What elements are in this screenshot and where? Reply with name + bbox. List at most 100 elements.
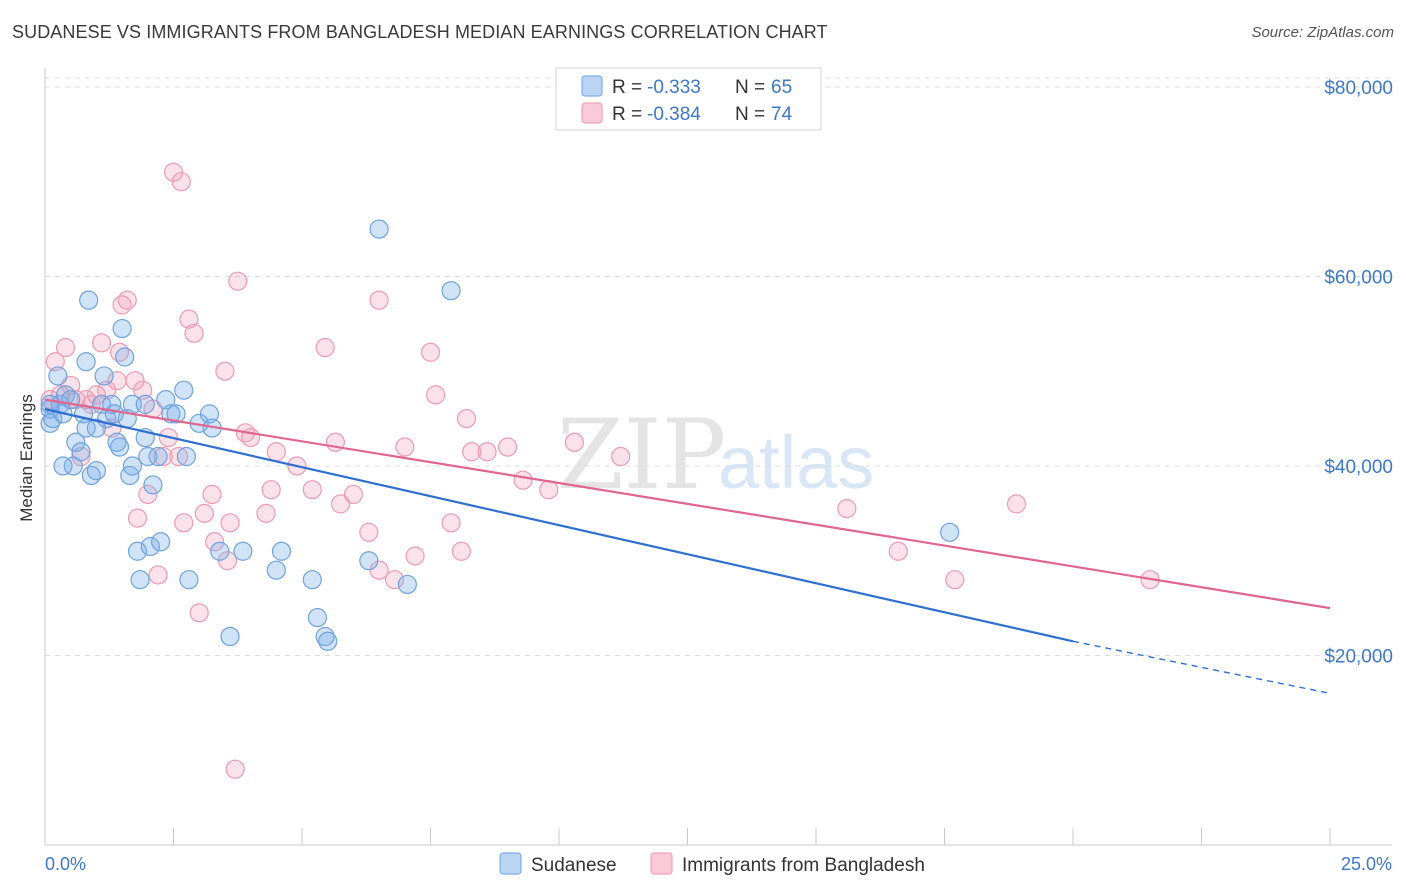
sudanese-point xyxy=(135,394,155,414)
bangladesh-point xyxy=(45,352,65,372)
legend-n-label-1: N = xyxy=(735,77,765,98)
legend-swatch-blue xyxy=(581,75,603,97)
bangladesh-point xyxy=(513,470,533,490)
bangladesh-point xyxy=(169,446,189,467)
sudanese-trend-line xyxy=(44,408,1074,643)
sudanese-point xyxy=(233,541,253,561)
axes xyxy=(44,68,1392,846)
sudanese-point xyxy=(156,390,176,410)
bangladesh-point xyxy=(55,337,76,358)
x-tick-label-max: 25.0% xyxy=(1341,854,1392,874)
bangladesh-point xyxy=(189,603,209,623)
y-tick-label: $80,000 xyxy=(1324,78,1393,99)
bangladesh-point xyxy=(462,442,482,462)
bangladesh-point xyxy=(138,484,158,505)
x-tick-label-min: 0.0% xyxy=(45,854,86,874)
sudanese-point xyxy=(307,607,328,628)
bangladesh-point xyxy=(205,532,225,552)
watermark-zip: ZIP xyxy=(557,399,726,511)
bangladesh-point xyxy=(426,385,446,405)
sudanese-trend-extension xyxy=(1072,640,1331,695)
bangladesh-point xyxy=(498,437,518,457)
series-sudanese-points xyxy=(40,219,960,651)
sudanese-point xyxy=(210,541,230,561)
bangladesh-point xyxy=(171,172,191,192)
sudanese-point xyxy=(130,570,150,590)
sudanese-point xyxy=(174,380,194,400)
bottom-legend-swatch-bangladesh xyxy=(650,852,673,875)
bangladesh-point xyxy=(202,484,222,505)
sudanese-point xyxy=(94,366,114,386)
sudanese-point xyxy=(318,631,338,651)
legend-r-label-2: R = xyxy=(612,104,642,125)
sudanese-point xyxy=(166,404,186,424)
sudanese-point xyxy=(179,570,199,590)
sudanese-point xyxy=(115,347,135,367)
bangladesh-point xyxy=(456,408,477,429)
source-label: Source: ZipAtlas.com xyxy=(1251,24,1394,41)
bangladesh-point xyxy=(302,480,322,500)
bangladesh-point xyxy=(315,337,335,358)
sudanese-point xyxy=(122,456,142,476)
bottom-legend-label-bangladesh: Immigrants from Bangladesh xyxy=(682,855,925,876)
legend-r-label-1: R = xyxy=(612,77,642,98)
sudanese-point xyxy=(86,461,107,481)
legend-n-label-2: N = xyxy=(735,104,765,125)
legend-n-value-2: 74 xyxy=(771,104,793,125)
sudanese-point xyxy=(109,437,130,457)
bangladesh-point xyxy=(225,759,245,779)
sudanese-point xyxy=(76,352,96,372)
bangladesh-point xyxy=(359,522,379,542)
bangladesh-point xyxy=(564,432,585,452)
legend-r-value-1: -0.333 xyxy=(647,77,701,98)
bangladesh-point xyxy=(945,570,965,590)
sudanese-point xyxy=(138,446,158,467)
trend-lines xyxy=(44,398,1331,695)
sudanese-point xyxy=(66,432,86,452)
sudanese-point xyxy=(369,219,389,239)
bangladesh-point xyxy=(405,546,425,566)
stats-legend: R = -0.333 N = 65 R = -0.384 N = 74 xyxy=(555,67,822,131)
bangladesh-point xyxy=(179,309,199,329)
bangladesh-point xyxy=(888,541,908,561)
bangladesh-point xyxy=(266,442,286,462)
sudanese-point xyxy=(441,281,461,301)
bangladesh-point xyxy=(215,361,235,381)
y-tick-label: $60,000 xyxy=(1324,267,1393,288)
sudanese-point xyxy=(140,536,160,557)
bangladesh-point xyxy=(228,271,248,291)
chart-title: SUDANESE VS IMMIGRANTS FROM BANGLADESH M… xyxy=(12,22,828,42)
y-tick-label: $40,000 xyxy=(1324,457,1393,478)
bangladesh-point xyxy=(133,380,153,400)
bangladesh-point xyxy=(256,503,276,523)
gridlines xyxy=(45,77,1392,656)
bangladesh-point xyxy=(261,480,281,500)
y-axis-label: Median Earnings xyxy=(17,394,36,522)
bangladesh-point xyxy=(153,446,173,467)
bangladesh-point xyxy=(1006,494,1027,514)
sudanese-point xyxy=(220,626,240,647)
legend-n-value-1: 65 xyxy=(771,77,792,98)
bangladesh-point xyxy=(384,570,405,590)
bangladesh-point xyxy=(477,442,497,462)
bangladesh-point xyxy=(451,541,471,561)
bangladesh-point xyxy=(220,513,240,533)
sudanese-point xyxy=(940,522,960,542)
bangladesh-point xyxy=(61,375,81,396)
sudanese-point xyxy=(199,404,220,424)
bangladesh-point xyxy=(174,513,194,533)
bangladesh-point xyxy=(420,342,441,362)
bangladesh-point xyxy=(330,494,351,514)
series-legend: Sudanese Immigrants from Bangladesh xyxy=(499,852,925,876)
sudanese-point xyxy=(71,442,91,462)
sudanese-point xyxy=(359,551,379,571)
bangladesh-point xyxy=(194,503,214,523)
bangladesh-point xyxy=(395,437,415,457)
bangladesh-point xyxy=(117,290,137,310)
bangladesh-point xyxy=(86,385,107,405)
sudanese-point xyxy=(48,366,68,386)
series-bangladesh-points xyxy=(40,162,1160,779)
bangladesh-point xyxy=(127,508,148,528)
sudanese-point xyxy=(148,446,168,467)
